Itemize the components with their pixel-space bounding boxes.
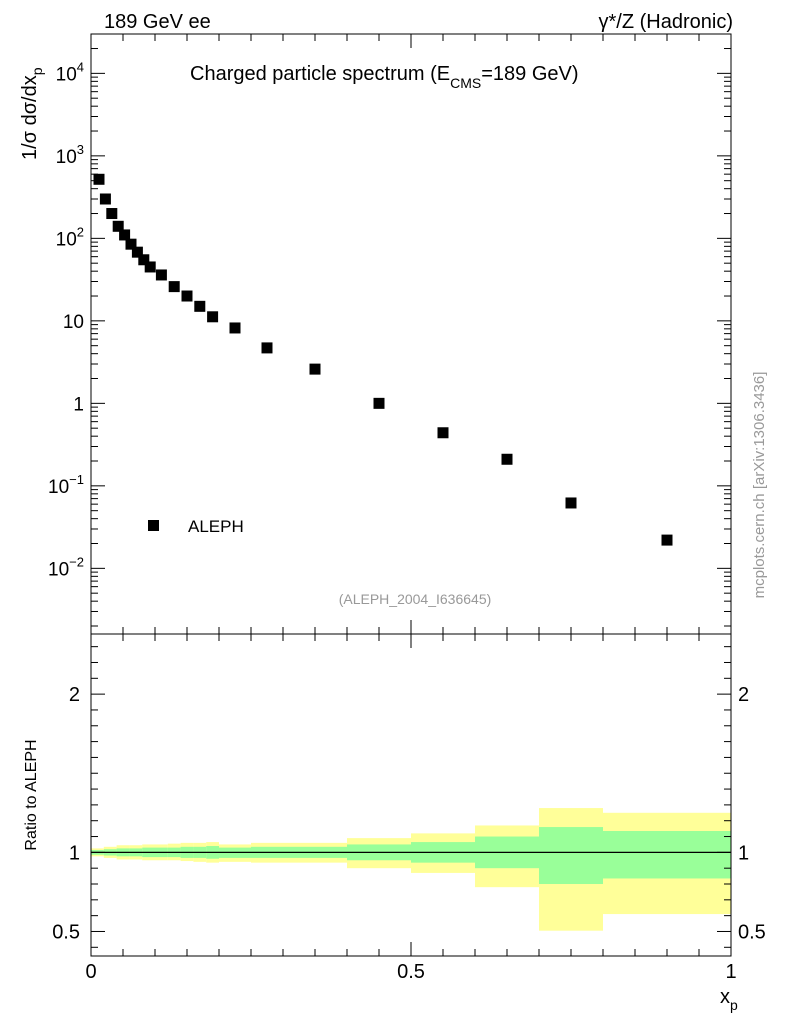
- header-left-label: 189 GeV ee: [104, 11, 211, 33]
- tick-base: 10: [48, 477, 69, 498]
- data-point-marker: [309, 363, 321, 375]
- aleph-data-markers: [93, 173, 673, 546]
- tick-exponent: 2: [77, 224, 84, 239]
- x-tick-label: 0: [85, 961, 96, 983]
- legend-marker: [148, 520, 159, 531]
- main-panel-frame: [90, 33, 732, 635]
- tick-exponent: 3: [77, 142, 84, 157]
- main-chart-title: Charged particle spectrum (ECMS=189 GeV): [190, 63, 579, 91]
- data-point-marker: [501, 453, 513, 465]
- main-y-tick-label: 102: [56, 224, 84, 250]
- ratio-panel: 2 21 10.5 0.50 0.5 1 Ratio to ALEPH xp: [23, 633, 766, 1013]
- tick-base: 10: [56, 64, 77, 85]
- data-point-marker: [125, 238, 137, 250]
- analysis-id-label: (ALEPH_2004_I636645): [339, 591, 492, 607]
- tick-exponent: −2: [69, 554, 84, 569]
- data-point-marker: [106, 208, 118, 220]
- data-point-marker: [99, 193, 111, 205]
- tick-base: 10: [63, 312, 84, 333]
- xlabel-subscript: p: [730, 997, 738, 1013]
- tick-base: 1: [73, 394, 84, 415]
- tick-exponent: −1: [69, 472, 84, 487]
- legend: ALEPH: [148, 517, 244, 536]
- side-note-label: mcplots.cern.ch [arXiv:1306.3436]: [751, 372, 768, 599]
- data-point-marker: [131, 246, 143, 258]
- ratio-axis-ticks: [90, 634, 732, 956]
- ylabel-subscript: p: [29, 67, 45, 75]
- title-subscript: CMS: [450, 75, 481, 91]
- data-point-marker: [168, 281, 180, 293]
- x-tick-label: 0.5: [397, 961, 425, 983]
- ratio-y-tick-label-right: 2: [738, 684, 749, 706]
- ratio-y-tick-label-left: 2: [69, 684, 80, 706]
- main-y-tick-label: 10−1: [48, 472, 84, 498]
- main-axis-ticks: [90, 33, 732, 634]
- main-y-tick-label: 1: [73, 394, 84, 415]
- x-axis-label: xp: [720, 986, 738, 1013]
- data-point-marker: [207, 311, 219, 323]
- main-y-tick-label: 10: [63, 312, 84, 333]
- tick-base: 10: [48, 559, 69, 580]
- data-point-marker: [373, 397, 385, 409]
- data-point-marker: [194, 300, 206, 312]
- main-y-tick-label: 10−2: [48, 554, 84, 580]
- data-point-marker: [261, 342, 273, 354]
- data-point-marker: [119, 229, 131, 241]
- ylabel-main-text: 1/σ dσ/dx: [19, 75, 41, 160]
- data-point-marker: [138, 254, 150, 266]
- ratio-y-tick-label-left: 1: [69, 842, 80, 864]
- data-point-marker: [661, 534, 673, 546]
- data-point-marker: [565, 497, 577, 509]
- tick-exponent: 4: [77, 59, 84, 74]
- x-tick-label: 1: [725, 961, 736, 983]
- data-point-marker: [144, 261, 156, 273]
- header-right-label: γ*/Z (Hadronic): [599, 11, 733, 33]
- data-point-marker: [437, 427, 449, 439]
- data-point-marker: [229, 322, 241, 334]
- inner-band-segment: [539, 827, 603, 885]
- data-point-marker: [181, 290, 193, 302]
- data-point-marker: [93, 173, 105, 185]
- xlabel-main-text: x: [720, 986, 730, 1008]
- legend-label: ALEPH: [188, 517, 244, 536]
- tick-base: 10: [56, 147, 77, 168]
- ratio-panel-frame: [90, 633, 732, 957]
- inner-band-segment: [603, 830, 731, 879]
- ratio-uncertainty-bands: [91, 808, 731, 931]
- data-point-marker: [155, 269, 167, 281]
- title-suffix: =189 GeV): [481, 63, 578, 85]
- ratio-y-tick-label-right: 0.5: [738, 921, 766, 943]
- tick-base: 10: [56, 229, 77, 250]
- ratio-y-tick-label-left: 0.5: [52, 921, 80, 943]
- ratio-y-axis-label: Ratio to ALEPH: [23, 739, 40, 850]
- main-y-axis-label: 1/σ dσ/dxp: [19, 67, 45, 160]
- title-main-text: Charged particle spectrum (E: [190, 63, 450, 85]
- ratio-tick-labels: 2 21 10.5 0.50 0.5 1: [52, 684, 766, 983]
- data-point-marker: [112, 220, 124, 232]
- main-y-tick-label: 103: [56, 142, 84, 168]
- main-y-tick-label: 104: [56, 59, 84, 85]
- ratio-y-tick-label-right: 1: [738, 842, 749, 864]
